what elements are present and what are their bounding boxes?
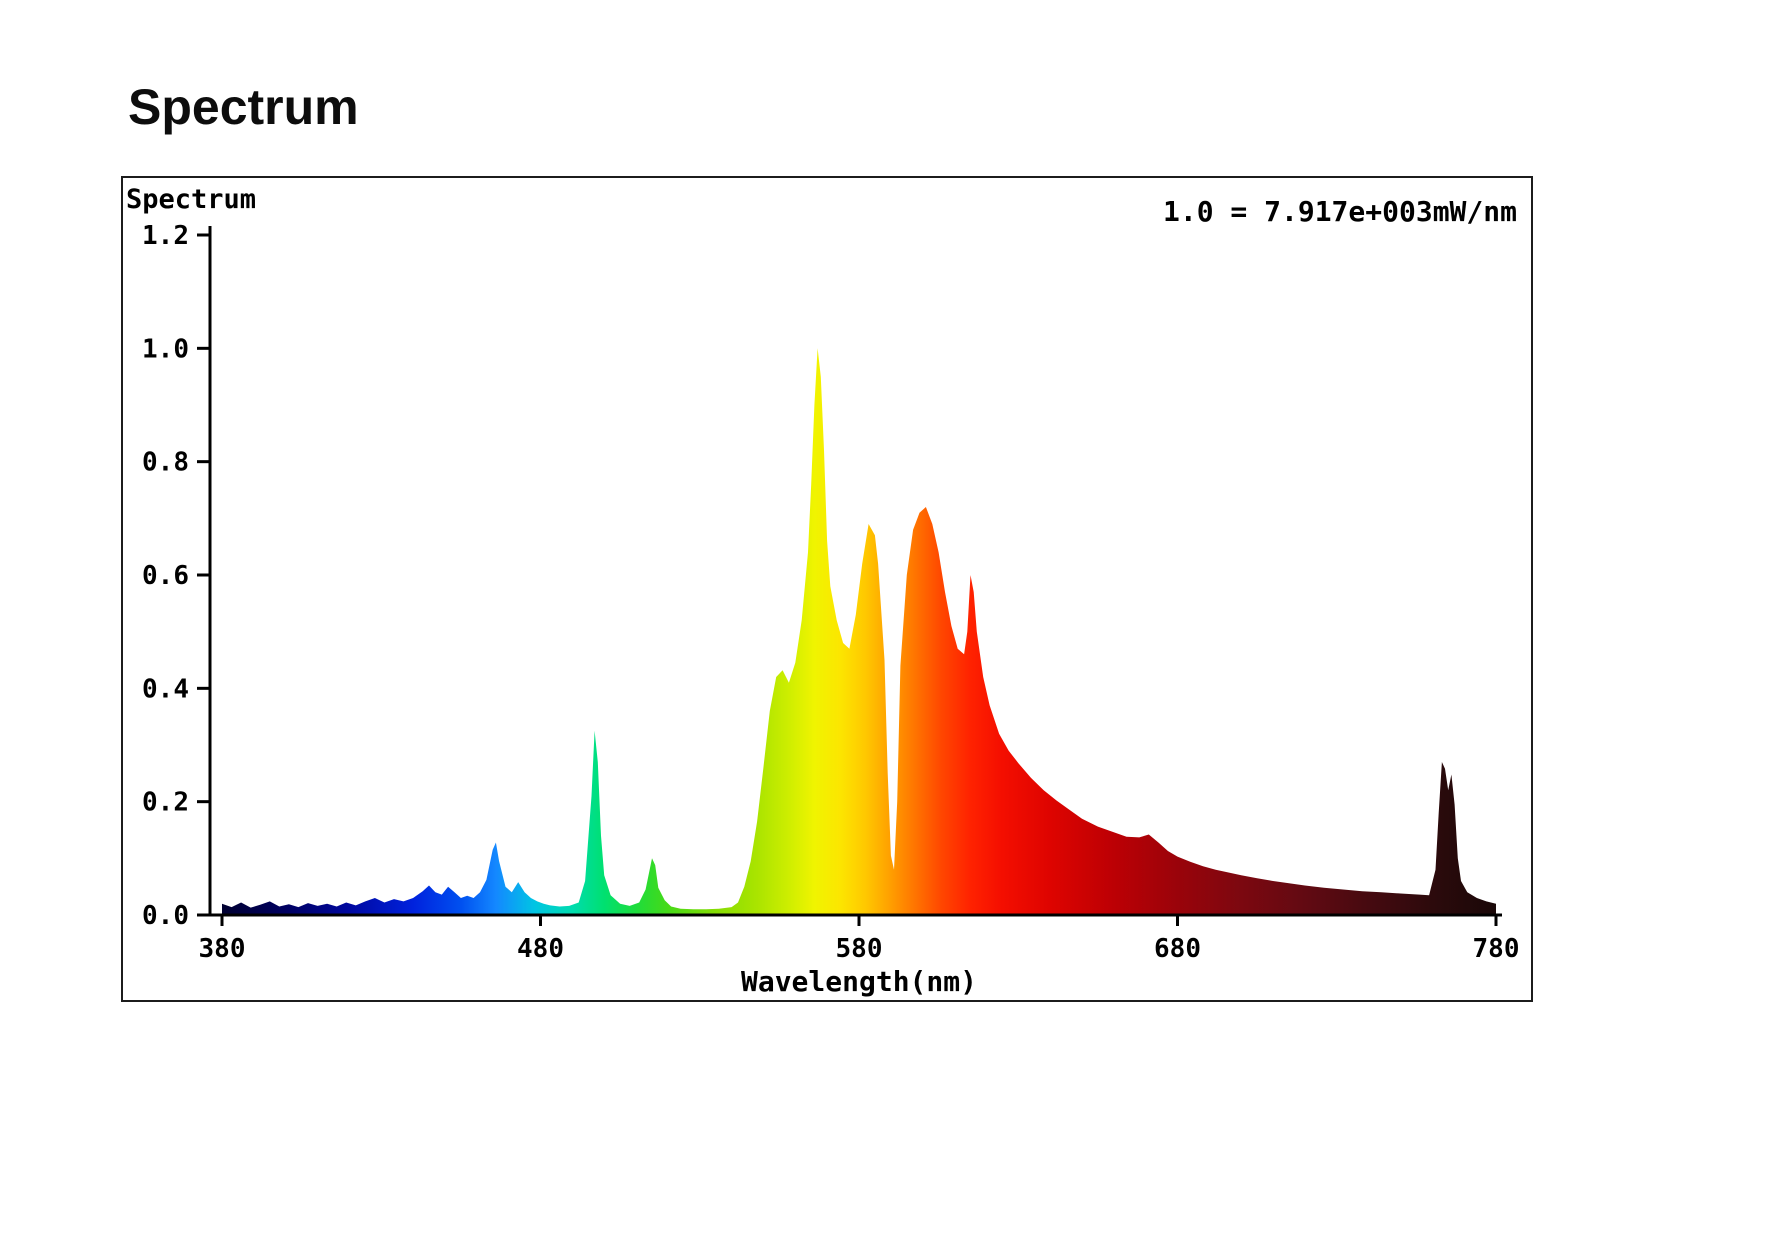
y-tick-label: 0.0: [142, 901, 189, 931]
y-tick-label: 0.8: [142, 448, 189, 478]
y-tick-label: 0.6: [142, 561, 189, 591]
x-tick-label: 780: [1473, 934, 1520, 964]
y-tick-label: 0.4: [142, 674, 189, 704]
y-tick-label: 1.2: [142, 221, 189, 251]
x-axis-title: Wavelength(nm): [741, 965, 977, 998]
spectrum-area: [222, 348, 1496, 915]
spectrum-chart: 0.0 0.2 0.4 0.6 0.8 1.0 1.2 380 480 580 680 780 Wave…: [142, 221, 1520, 998]
x-tick-label: 480: [517, 934, 564, 964]
chart-inner-title: Spectrum: [126, 184, 257, 215]
page-title: Spectrum: [128, 79, 359, 135]
x-tick-label: 380: [199, 934, 246, 964]
spectrum-panel: Spectrum 1.0 = 7.917e+003mW/nm 0.0 0.2 0.4…: [121, 176, 1533, 1002]
x-tick-label: 580: [836, 934, 883, 964]
y-tick-label: 1.0: [142, 334, 189, 364]
x-tick-label: 680: [1154, 934, 1201, 964]
normalization-annotation: 1.0 = 7.917e+003mW/nm: [1162, 195, 1517, 228]
y-tick-label: 0.2: [142, 788, 189, 818]
